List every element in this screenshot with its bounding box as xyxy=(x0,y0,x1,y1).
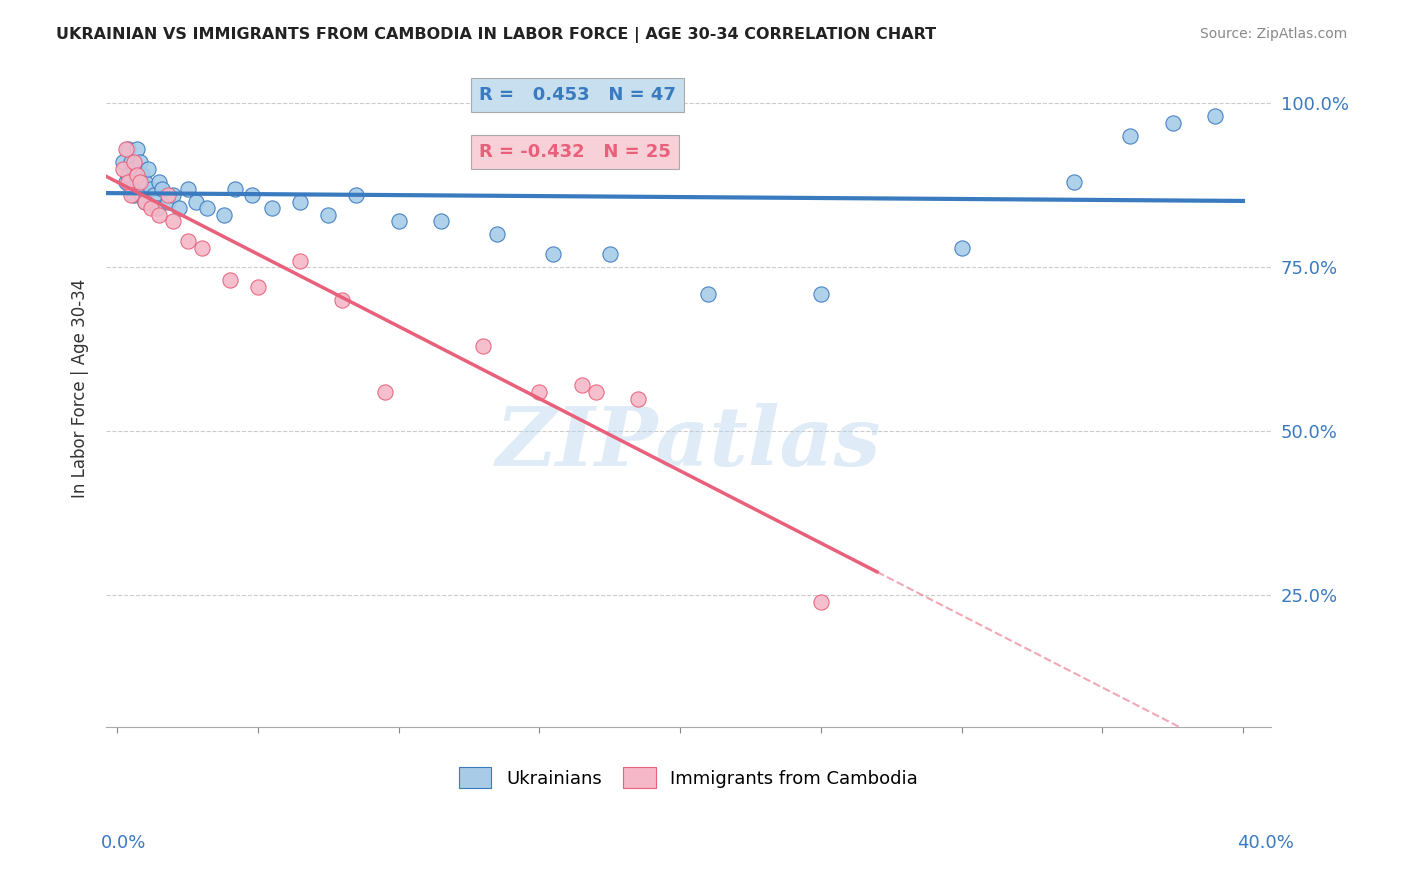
Point xyxy=(114,175,136,189)
Point xyxy=(627,392,650,406)
Point xyxy=(142,188,165,202)
Point xyxy=(122,155,145,169)
Point xyxy=(529,384,551,399)
Point xyxy=(388,214,411,228)
Point xyxy=(599,247,621,261)
Point xyxy=(150,181,173,195)
Point xyxy=(120,181,142,195)
Point xyxy=(486,227,509,242)
Point xyxy=(148,175,170,189)
Point xyxy=(120,155,142,169)
Point xyxy=(224,181,246,195)
Point xyxy=(134,194,156,209)
Point xyxy=(950,241,973,255)
Point xyxy=(1063,175,1085,189)
Point xyxy=(571,378,593,392)
Point xyxy=(111,155,134,169)
Point xyxy=(156,188,179,202)
Point xyxy=(128,155,150,169)
Text: Source: ZipAtlas.com: Source: ZipAtlas.com xyxy=(1199,27,1347,41)
Y-axis label: In Labor Force | Age 30-34: In Labor Force | Age 30-34 xyxy=(72,279,89,499)
Point xyxy=(134,175,156,189)
Point xyxy=(176,181,198,195)
Point xyxy=(176,234,198,248)
Point xyxy=(585,384,607,399)
Point xyxy=(156,194,179,209)
Point xyxy=(260,201,283,215)
Point xyxy=(120,188,142,202)
Text: ZIPatlas: ZIPatlas xyxy=(496,403,882,483)
Point xyxy=(810,595,832,609)
Point xyxy=(125,175,148,189)
Point xyxy=(316,208,339,222)
Point xyxy=(128,175,150,189)
Legend: Ukrainians, Immigrants from Cambodia: Ukrainians, Immigrants from Cambodia xyxy=(451,760,925,796)
Point xyxy=(122,188,145,202)
Point xyxy=(131,169,153,183)
Point xyxy=(246,280,269,294)
Point xyxy=(195,201,218,215)
Point xyxy=(131,188,153,202)
Point xyxy=(330,293,353,307)
Point xyxy=(344,188,367,202)
Point xyxy=(139,201,162,215)
Point xyxy=(122,161,145,176)
Text: 0.0%: 0.0% xyxy=(101,834,146,852)
Point xyxy=(288,194,311,209)
Point xyxy=(167,201,190,215)
Point xyxy=(212,208,235,222)
Point xyxy=(373,384,395,399)
Point xyxy=(288,253,311,268)
Point xyxy=(148,208,170,222)
Point xyxy=(190,241,212,255)
Text: 40.0%: 40.0% xyxy=(1237,834,1294,852)
Point xyxy=(810,286,832,301)
Point xyxy=(1161,116,1184,130)
Point xyxy=(1119,128,1142,143)
Point xyxy=(543,247,565,261)
Point xyxy=(111,161,134,176)
Text: R =   0.453   N = 47: R = 0.453 N = 47 xyxy=(479,86,676,103)
Point xyxy=(218,273,240,287)
Text: UKRAINIAN VS IMMIGRANTS FROM CAMBODIA IN LABOR FORCE | AGE 30-34 CORRELATION CHA: UKRAINIAN VS IMMIGRANTS FROM CAMBODIA IN… xyxy=(56,27,936,43)
Point xyxy=(125,169,148,183)
Point xyxy=(117,175,139,189)
Point xyxy=(117,169,139,183)
Point xyxy=(128,181,150,195)
Text: R = -0.432   N = 25: R = -0.432 N = 25 xyxy=(479,143,671,161)
Point xyxy=(125,142,148,156)
Point xyxy=(184,194,207,209)
Point xyxy=(240,188,263,202)
Point xyxy=(162,214,184,228)
Point xyxy=(114,142,136,156)
Point xyxy=(430,214,453,228)
Point xyxy=(145,201,167,215)
Point xyxy=(117,142,139,156)
Point xyxy=(139,181,162,195)
Point xyxy=(136,161,159,176)
Point xyxy=(472,339,495,353)
Point xyxy=(162,188,184,202)
Point xyxy=(134,194,156,209)
Point xyxy=(697,286,720,301)
Point xyxy=(1204,109,1226,123)
